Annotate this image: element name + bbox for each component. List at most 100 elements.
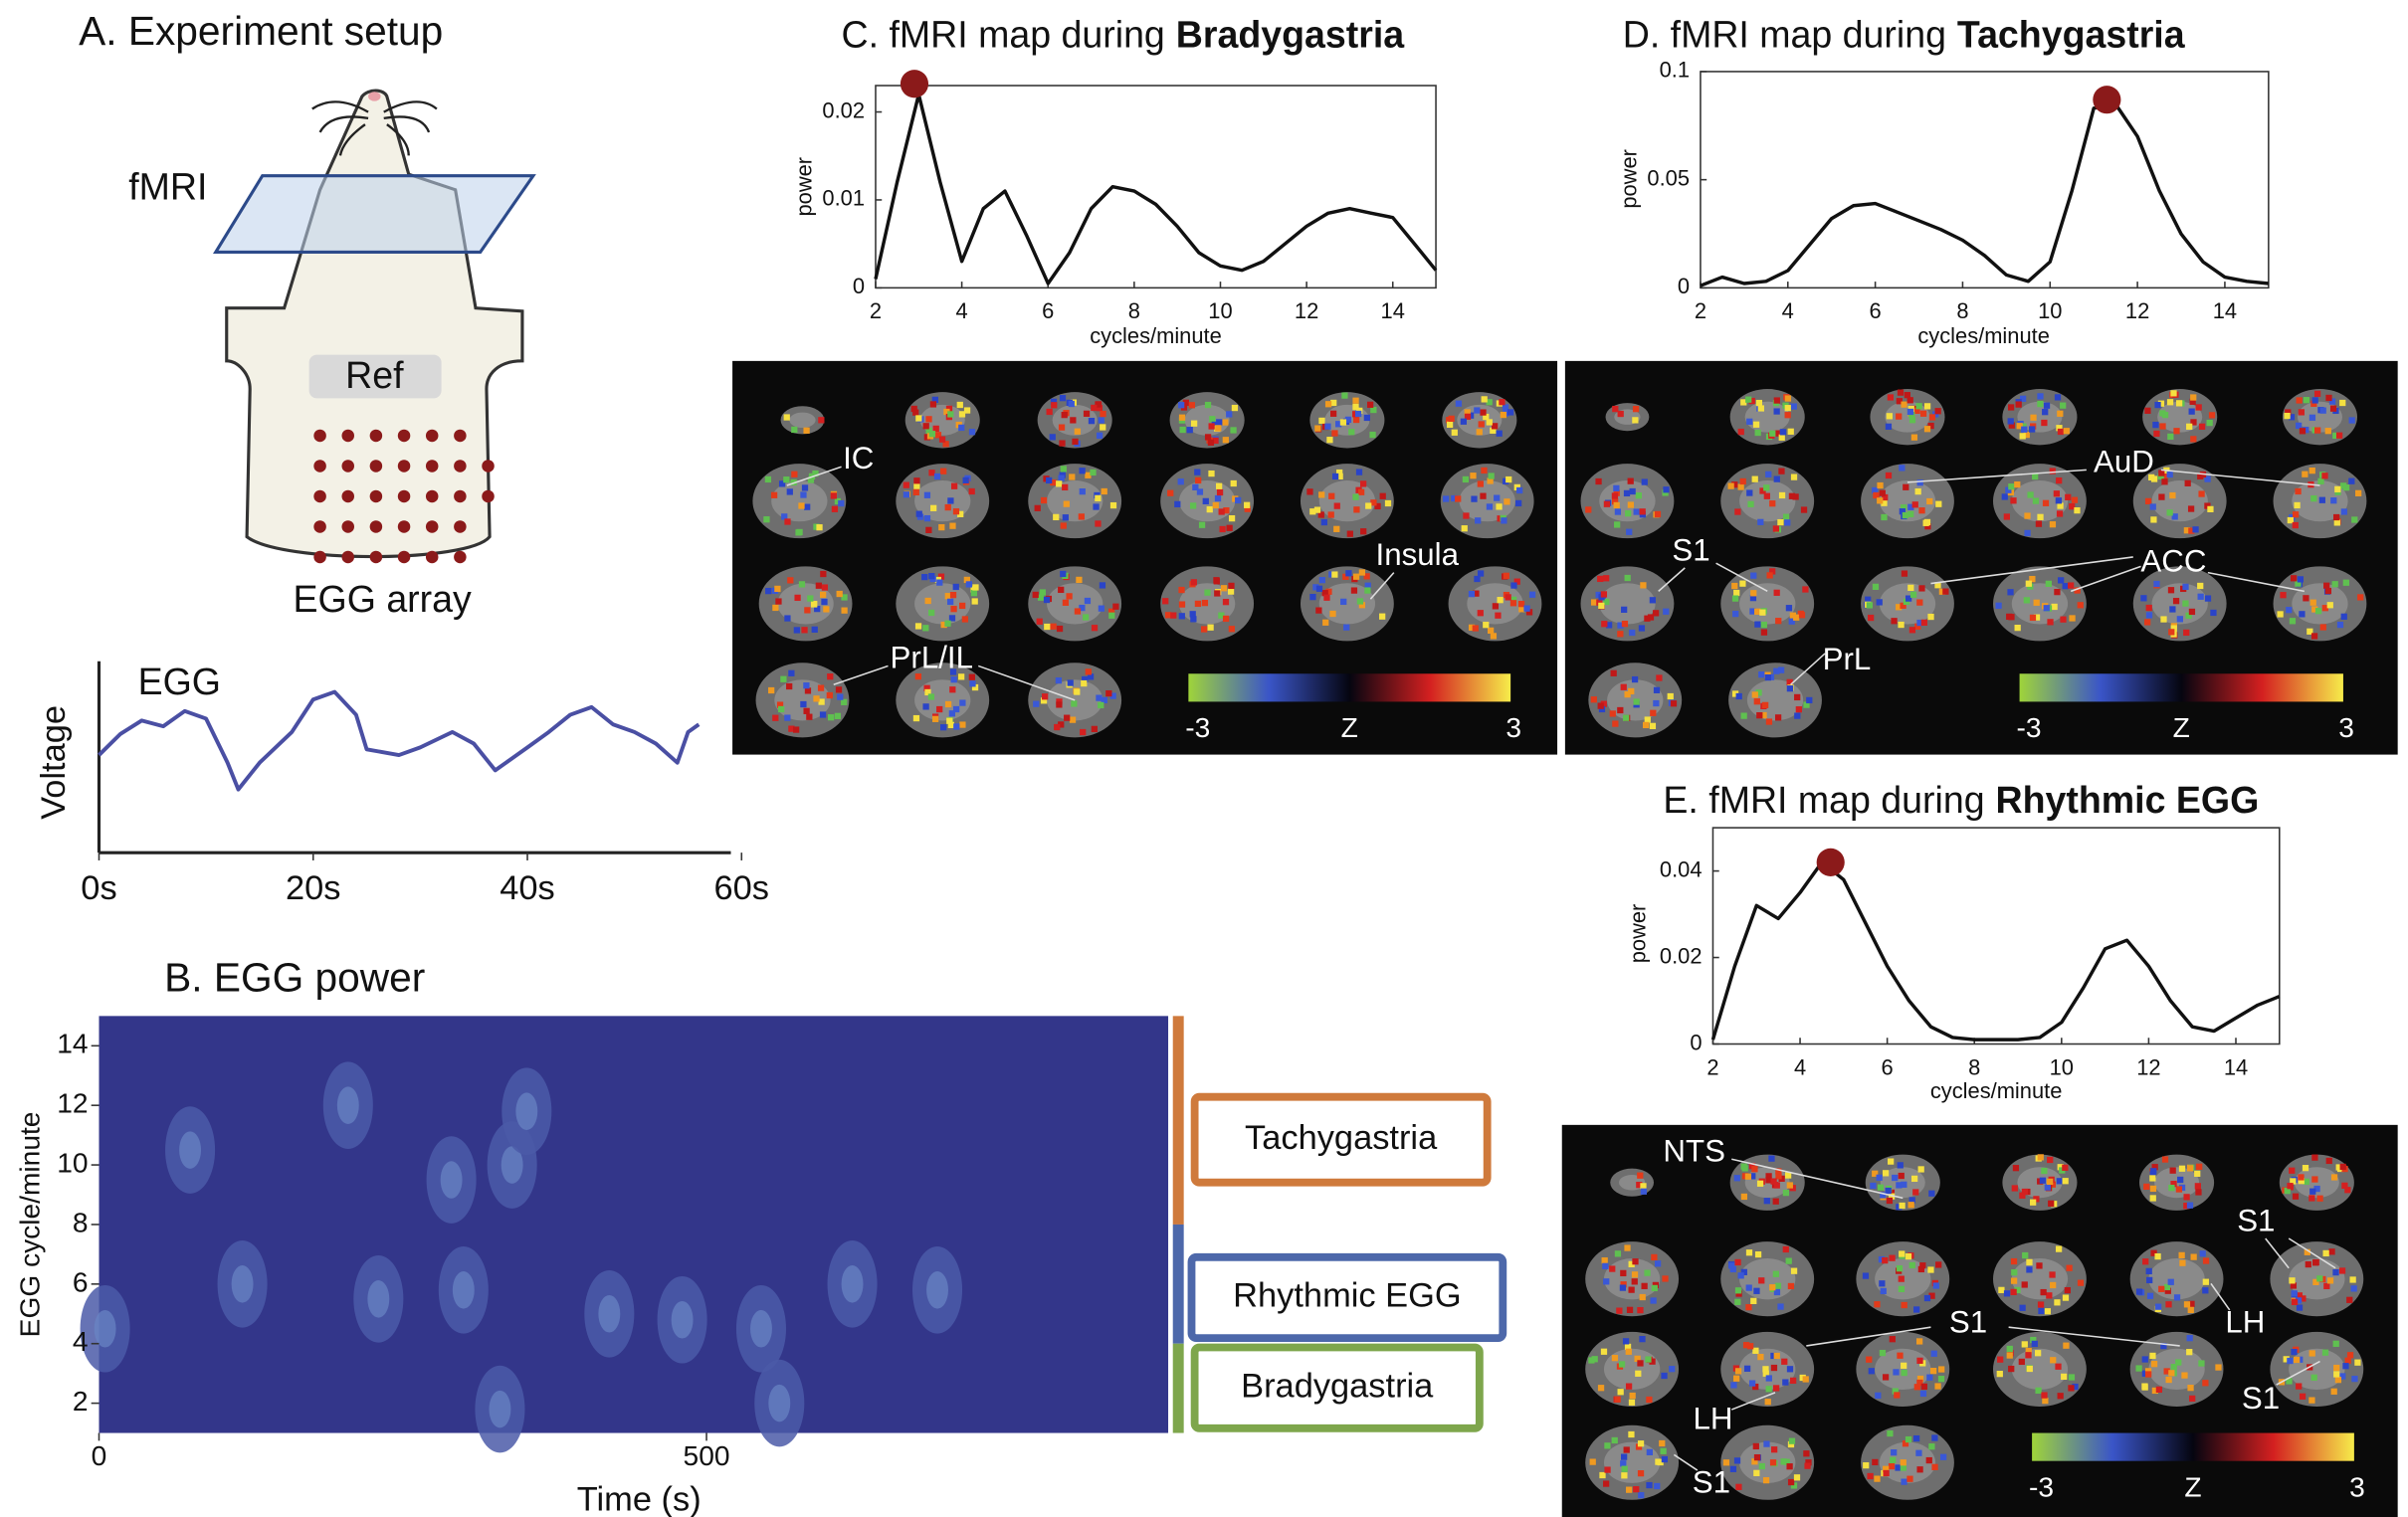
activation-pixel	[1227, 588, 1235, 595]
activation-pixel	[2188, 1300, 2195, 1307]
activation-pixel	[1074, 608, 1082, 615]
activation-pixel	[1632, 406, 1640, 413]
x-axis-label: Time (s)	[577, 1480, 702, 1517]
activation-pixel	[2357, 594, 2364, 601]
activation-pixel	[2326, 1277, 2334, 1284]
activation-pixel	[1602, 1262, 1609, 1269]
activation-pixel	[1079, 604, 1086, 612]
activation-pixel	[1641, 478, 1648, 485]
activation-pixel	[1733, 1457, 1741, 1464]
activation-pixel	[1306, 488, 1313, 495]
activation-pixel	[1164, 612, 1172, 619]
activation-pixel	[1202, 497, 1209, 505]
activation-pixel	[1108, 612, 1115, 619]
activation-pixel	[912, 409, 919, 416]
activation-pixel	[1461, 525, 1468, 532]
activation-pixel	[1763, 1198, 1770, 1205]
activation-pixel	[1626, 528, 1633, 535]
activation-pixel	[2335, 432, 2343, 439]
leader-line	[1369, 572, 1395, 600]
activation-pixel	[1889, 1254, 1896, 1261]
activation-pixel	[1749, 594, 1757, 602]
activation-pixel	[949, 668, 957, 675]
band-bar	[1172, 1224, 1184, 1344]
activation-pixel	[949, 686, 956, 693]
activation-pixel	[838, 499, 845, 507]
activation-pixel	[1061, 411, 1068, 419]
activation-pixel	[1918, 507, 1925, 514]
activation-pixel	[1794, 712, 1801, 719]
activation-pixel	[1333, 525, 1340, 532]
activation-pixel	[2294, 1356, 2301, 1364]
activation-pixel	[1903, 598, 1910, 606]
activation-pixel	[1321, 590, 1328, 597]
activation-pixel	[1617, 410, 1624, 418]
activation-pixel	[2355, 489, 2362, 496]
activation-pixel	[2021, 1341, 2028, 1348]
activation-pixel	[1907, 503, 1914, 510]
activation-pixel	[934, 432, 942, 439]
activation-pixel	[2311, 1154, 2318, 1161]
activation-pixel	[1320, 518, 1327, 526]
activation-pixel	[952, 508, 960, 515]
activation-pixel	[2321, 473, 2328, 479]
activation-pixel	[2287, 1183, 2294, 1190]
activation-pixel	[1621, 1472, 1628, 1479]
activation-pixel	[1611, 1436, 1618, 1444]
title-bold: Tachygastria	[1957, 13, 2186, 55]
activation-pixel	[1329, 610, 1336, 618]
activation-pixel	[1752, 1383, 1759, 1391]
activation-pixel	[1364, 582, 1371, 589]
activation-pixel	[1312, 584, 1319, 591]
activation-pixel	[1728, 1262, 1735, 1269]
activation-pixel	[1916, 1357, 1923, 1364]
activation-pixel	[1625, 510, 1632, 517]
activation-pixel	[1763, 484, 1770, 491]
activation-pixel	[928, 573, 935, 580]
brain-slice-inner	[789, 412, 816, 429]
activation-pixel	[1605, 622, 1613, 629]
activation-pixel	[1896, 604, 1903, 611]
activation-pixel	[1492, 423, 1499, 430]
activation-pixel	[1745, 1284, 1752, 1291]
activation-pixel	[1090, 469, 1097, 476]
activation-pixel	[1201, 599, 1209, 607]
activation-pixel	[1050, 623, 1057, 630]
activation-pixel	[1769, 1459, 1777, 1466]
activation-pixel	[2169, 491, 2176, 499]
activation-pixel	[1624, 574, 1631, 582]
activation-pixel	[1908, 1261, 1915, 1269]
activation-pixel	[948, 615, 956, 622]
activation-pixel	[1876, 599, 1883, 606]
activation-pixel	[1220, 585, 1228, 592]
activation-pixel	[1802, 1376, 1809, 1383]
activation-pixel	[2298, 1174, 2305, 1181]
activation-pixel	[1928, 414, 1936, 421]
y-tick-label: 0.02	[1660, 943, 1703, 968]
region-label: S1	[1693, 1464, 1730, 1499]
activation-pixel	[1786, 685, 1794, 692]
activation-pixel	[1891, 618, 1898, 625]
activation-pixel	[1885, 1187, 1892, 1195]
activation-pixel	[1464, 413, 1472, 420]
activation-pixel	[922, 625, 929, 632]
activation-pixel	[2288, 414, 2296, 421]
activation-pixel	[1744, 1173, 1752, 1180]
activation-pixel	[1877, 481, 1884, 489]
activation-pixel	[1731, 481, 1738, 488]
activation-pixel	[944, 593, 951, 600]
activation-pixel	[2001, 493, 2008, 500]
activation-pixel	[2305, 1260, 2311, 1268]
activation-pixel	[2154, 1252, 2161, 1260]
activation-pixel	[1628, 1430, 1635, 1438]
activation-pixel	[1800, 506, 1808, 513]
activation-pixel	[2321, 605, 2328, 612]
activation-pixel	[823, 606, 830, 613]
activation-pixel	[950, 676, 957, 683]
activation-pixel	[1040, 697, 1048, 704]
activation-pixel	[2322, 1249, 2329, 1257]
activation-pixel	[2011, 1185, 2018, 1192]
electrode	[369, 429, 383, 443]
activation-pixel	[2331, 581, 2338, 588]
activation-pixel	[925, 526, 932, 533]
